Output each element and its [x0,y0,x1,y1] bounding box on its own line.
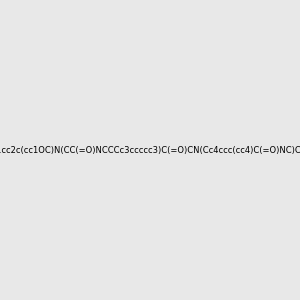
Text: COc1cc2c(cc1OC)N(CC(=O)NCCCc3ccccc3)C(=O)CN(Cc4ccc(cc4)C(=O)NC)C2=O: COc1cc2c(cc1OC)N(CC(=O)NCCCc3ccccc3)C(=O… [0,146,300,154]
